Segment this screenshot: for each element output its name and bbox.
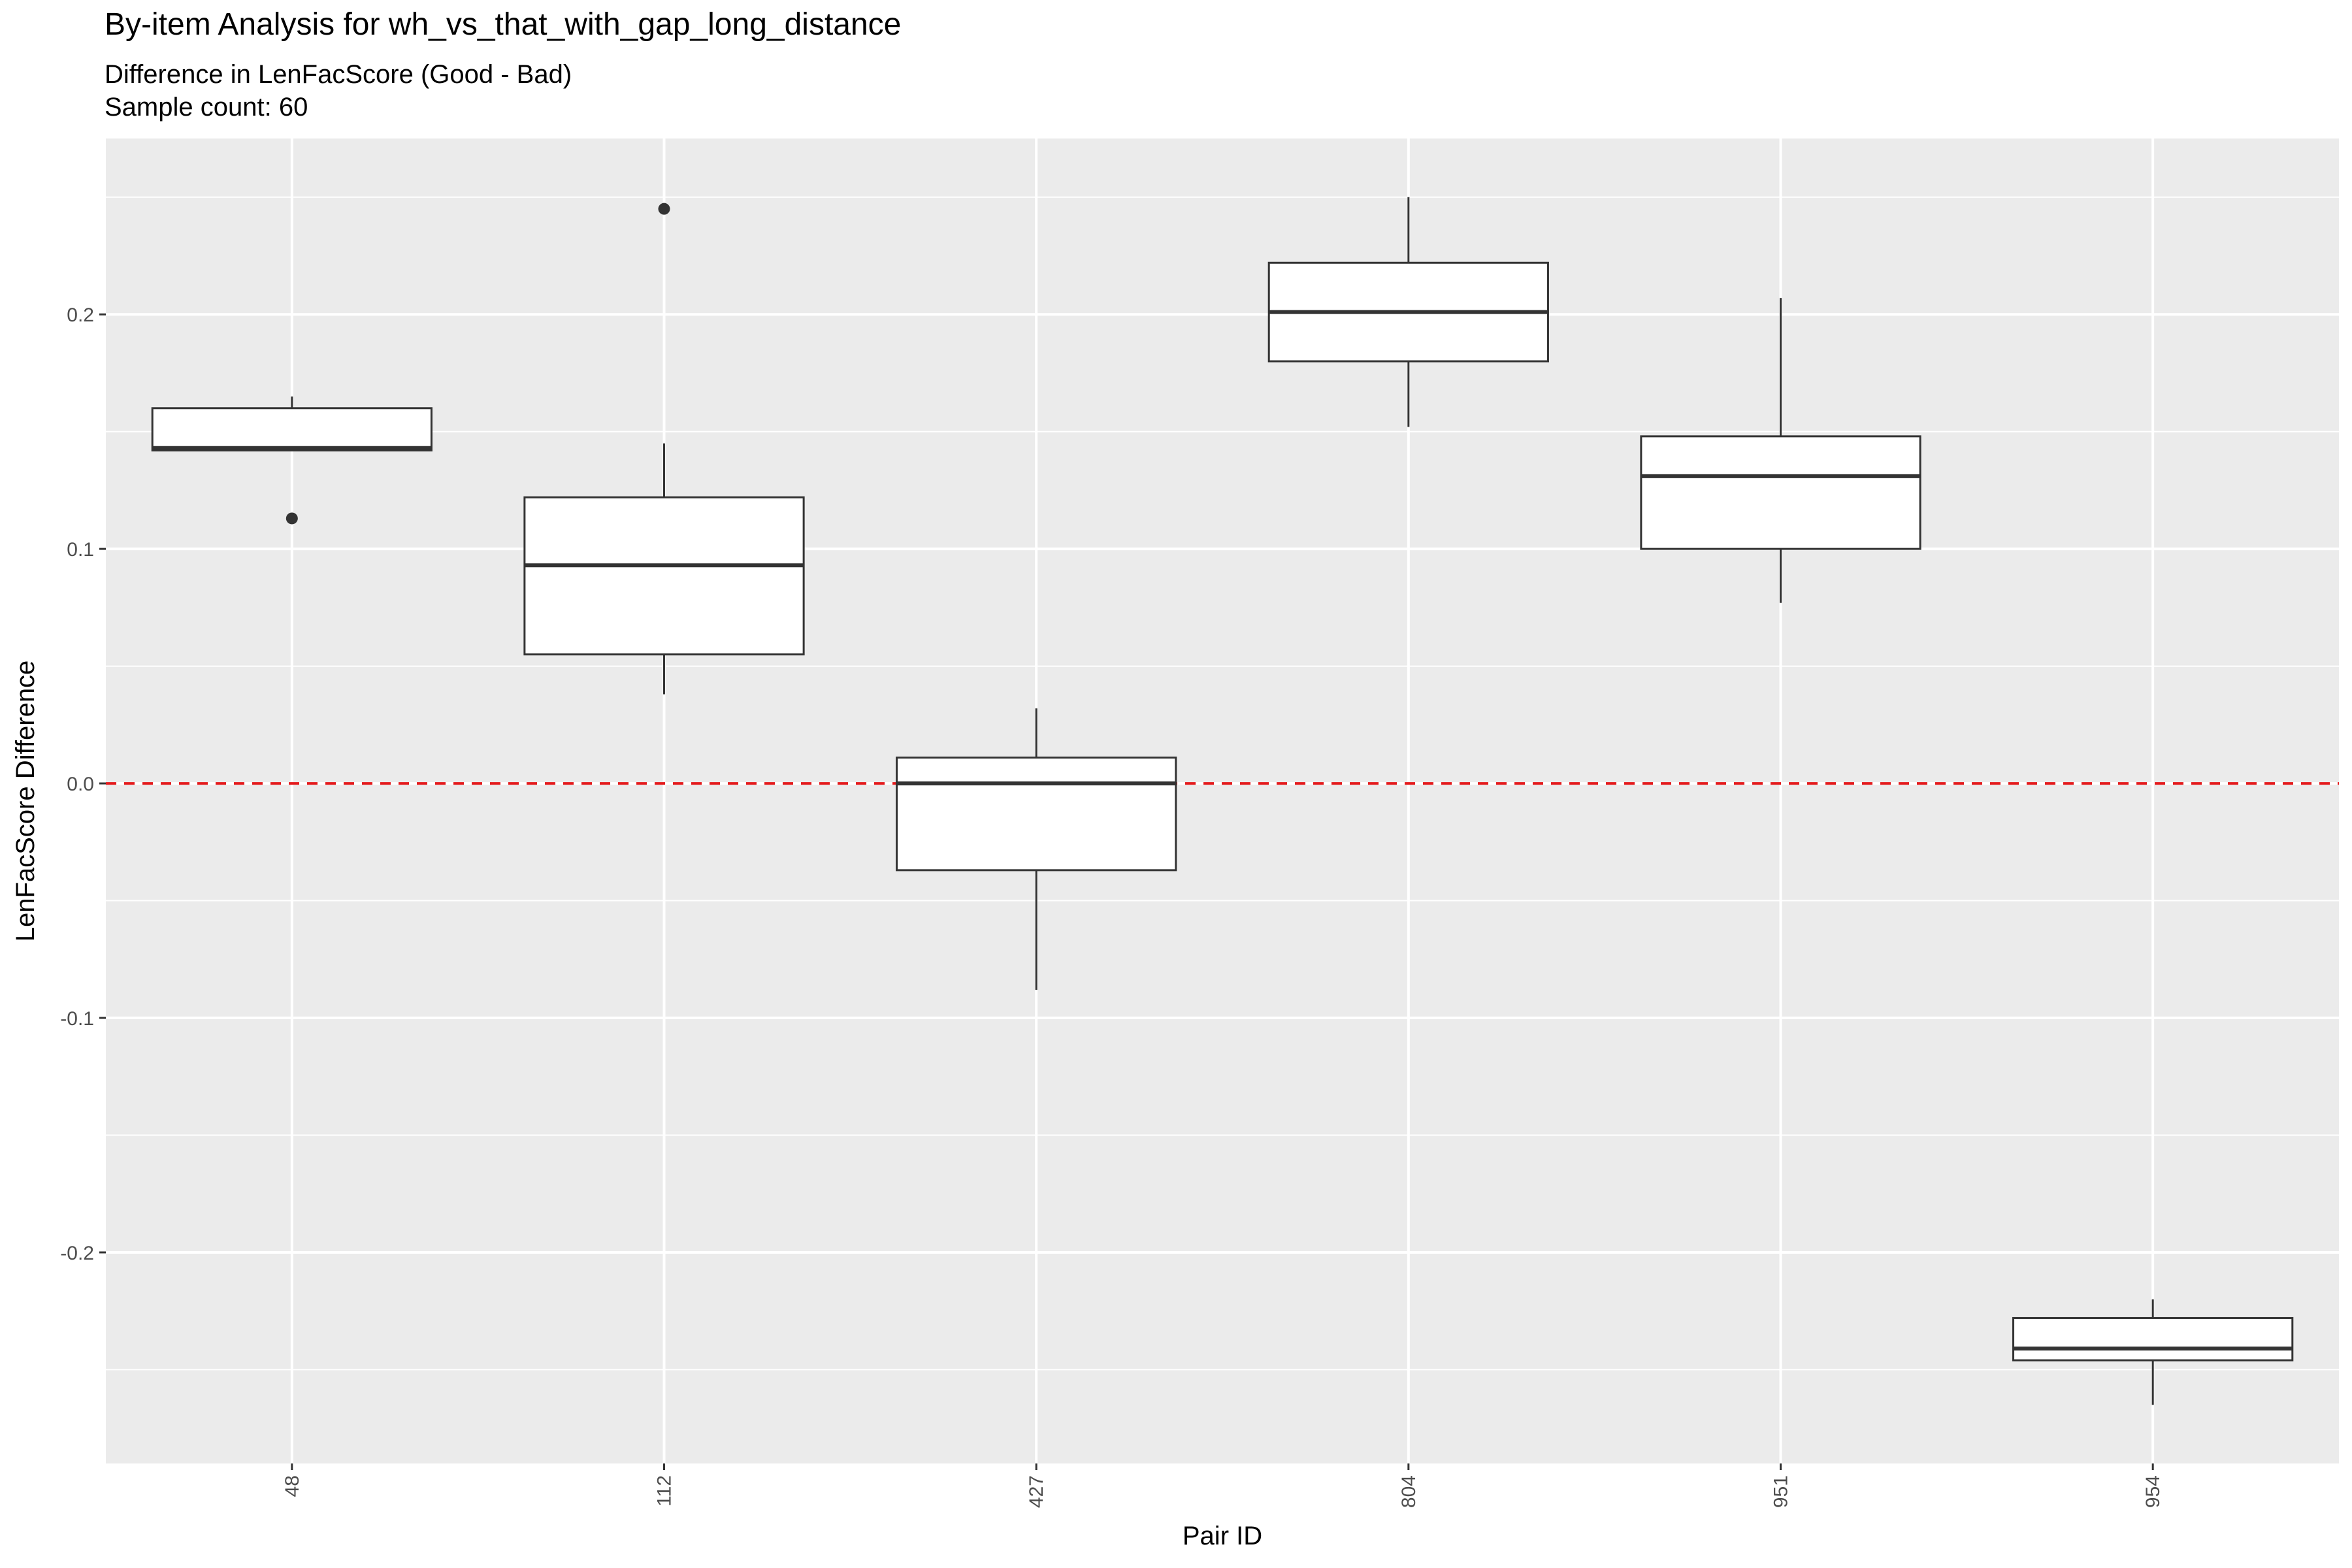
box-item-427: [896, 708, 1177, 990]
outlier-point: [286, 512, 298, 525]
boxplot-series: [151, 197, 2294, 1405]
box-iqr: [1640, 435, 1921, 550]
box-iqr: [896, 757, 1177, 872]
y-tick-label: -0.2: [60, 1243, 94, 1264]
box-item-954: [2012, 1299, 2294, 1405]
plot-panel: [106, 139, 2339, 1463]
x-tick-label: 954: [2142, 1475, 2164, 1508]
sample-count: Sample count: 60: [105, 93, 308, 122]
x-tick-label: 48: [282, 1475, 303, 1497]
x-tick-label: 804: [1398, 1475, 1420, 1508]
box-iqr: [151, 407, 433, 451]
box-iqr: [523, 496, 805, 656]
y-tick-label: 0.1: [67, 539, 94, 561]
x-axis: 48 112 427 804 951 954: [282, 1463, 2164, 1508]
box-item-48: [151, 396, 433, 525]
x-tick-label: 112: [654, 1475, 676, 1507]
box-iqr: [2012, 1316, 2294, 1362]
y-tick-label: 0.0: [67, 774, 94, 795]
y-axis-title: LenFacScore Difference: [11, 661, 40, 942]
x-tick-label: 951: [1771, 1475, 1792, 1508]
y-axis: -0.2 -0.1 0.0 0.1 0.2: [60, 304, 106, 1264]
outlier-point: [658, 203, 670, 215]
box-item-804: [1267, 197, 1549, 427]
x-tick-label: 427: [1026, 1475, 1047, 1508]
x-axis-title: Pair ID: [1183, 1522, 1262, 1550]
box-item-951: [1640, 298, 1921, 603]
chart-subtitle: Difference in LenFacScore (Good - Bad): [105, 60, 572, 89]
grid-minor: [106, 196, 2339, 1371]
chart-title: By-item Analysis for wh_vs_that_with_gap…: [105, 7, 902, 42]
y-tick-label: 0.2: [67, 304, 94, 326]
y-tick-label: -0.1: [60, 1008, 94, 1030]
box-item-112: [523, 203, 805, 694]
